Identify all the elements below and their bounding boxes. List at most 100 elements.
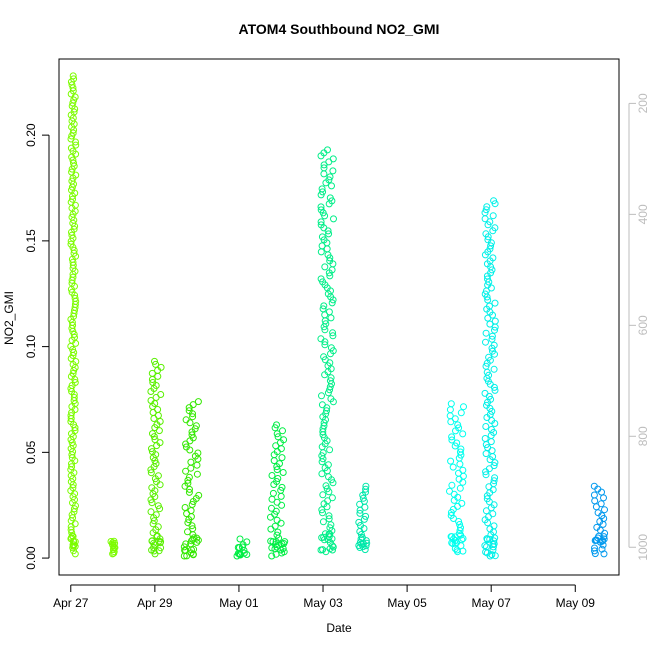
data-point (362, 485, 370, 493)
data-point (327, 314, 335, 322)
data-point (452, 427, 459, 435)
data-point (319, 546, 327, 554)
data-point (488, 335, 496, 343)
data-point (484, 519, 492, 527)
data-point (322, 179, 330, 187)
data-point (320, 533, 328, 541)
data-point (321, 263, 329, 271)
data-point (482, 507, 490, 515)
data-point (489, 543, 497, 551)
data-point (357, 535, 365, 543)
axes-layer: 0.00 0.05 0.10 0.15 0.20 Apr 27 Apr 29 May 01 Ma… (24, 93, 650, 610)
data-point (323, 503, 331, 511)
data-point (600, 550, 608, 558)
data-point (491, 552, 499, 560)
data-point (189, 536, 197, 543)
data-point (156, 481, 164, 489)
data-point (317, 191, 325, 199)
data-point (489, 212, 497, 220)
data-point (68, 451, 76, 459)
data-point (489, 546, 497, 554)
data-point (154, 372, 162, 380)
data-point (184, 476, 192, 484)
data-point (71, 105, 79, 113)
y2-tick-label: 600 (636, 315, 650, 335)
data-point (185, 404, 193, 412)
data-point (67, 285, 75, 293)
data-point (280, 540, 288, 547)
data-series (481, 197, 499, 560)
data-point (448, 539, 456, 547)
y2-tick-label: 800 (636, 426, 650, 446)
data-point (273, 516, 281, 524)
data-point (489, 227, 497, 235)
data-point (317, 335, 325, 343)
data-point (489, 510, 497, 518)
data-point (326, 272, 334, 280)
data-point (456, 527, 464, 535)
data-point (358, 534, 366, 542)
data-point (71, 550, 79, 558)
data-point (148, 445, 155, 453)
data-point (69, 532, 77, 540)
data-point (277, 492, 285, 500)
data-point (488, 551, 496, 559)
point-layer (67, 72, 609, 560)
data-point (152, 360, 160, 368)
data-point (70, 397, 78, 405)
data-point (194, 398, 202, 406)
data-point (70, 349, 78, 356)
data-point (272, 550, 280, 558)
data-point (271, 424, 279, 432)
data-point (483, 293, 491, 301)
data-point (321, 326, 329, 334)
data-point (451, 442, 459, 450)
data-point (268, 495, 276, 503)
data-point (68, 276, 76, 284)
data-point (487, 284, 495, 292)
data-point (185, 488, 193, 496)
data-point (267, 525, 275, 533)
data-point (482, 329, 490, 337)
y-tick-label: 0.20 (24, 123, 38, 147)
data-point (193, 470, 201, 478)
data-point (326, 173, 334, 181)
data-point (481, 389, 489, 397)
data-point (71, 424, 79, 432)
data-point (488, 447, 496, 455)
data-point (185, 516, 193, 524)
data-point (459, 472, 467, 480)
data-point (150, 433, 158, 441)
data-point (490, 477, 498, 485)
data-point (186, 446, 194, 454)
data-point (324, 389, 332, 397)
data-point (482, 468, 490, 476)
data-series (446, 400, 467, 556)
data-series (67, 72, 80, 558)
data-point (591, 497, 599, 505)
data-series (590, 482, 609, 558)
data-point (270, 457, 278, 465)
data-point (326, 254, 334, 262)
data-point (68, 183, 76, 191)
data-point (187, 464, 195, 472)
data-point (481, 251, 489, 259)
data-point (271, 522, 279, 530)
x-tick-label: Apr 29 (137, 596, 173, 610)
x-tick-label: Apr 27 (53, 596, 89, 610)
data-point (323, 245, 331, 253)
data-point (329, 296, 337, 304)
data-point (489, 541, 497, 548)
data-point (454, 502, 461, 510)
data-point (187, 458, 195, 466)
data-point (488, 332, 496, 340)
data-point (599, 520, 607, 528)
data-point (193, 534, 201, 542)
data-point (320, 161, 328, 169)
data-series (147, 357, 165, 558)
data-point (459, 535, 467, 542)
data-point (456, 484, 464, 492)
data-point (147, 388, 155, 395)
data-series (267, 421, 289, 560)
data-point (273, 466, 281, 474)
